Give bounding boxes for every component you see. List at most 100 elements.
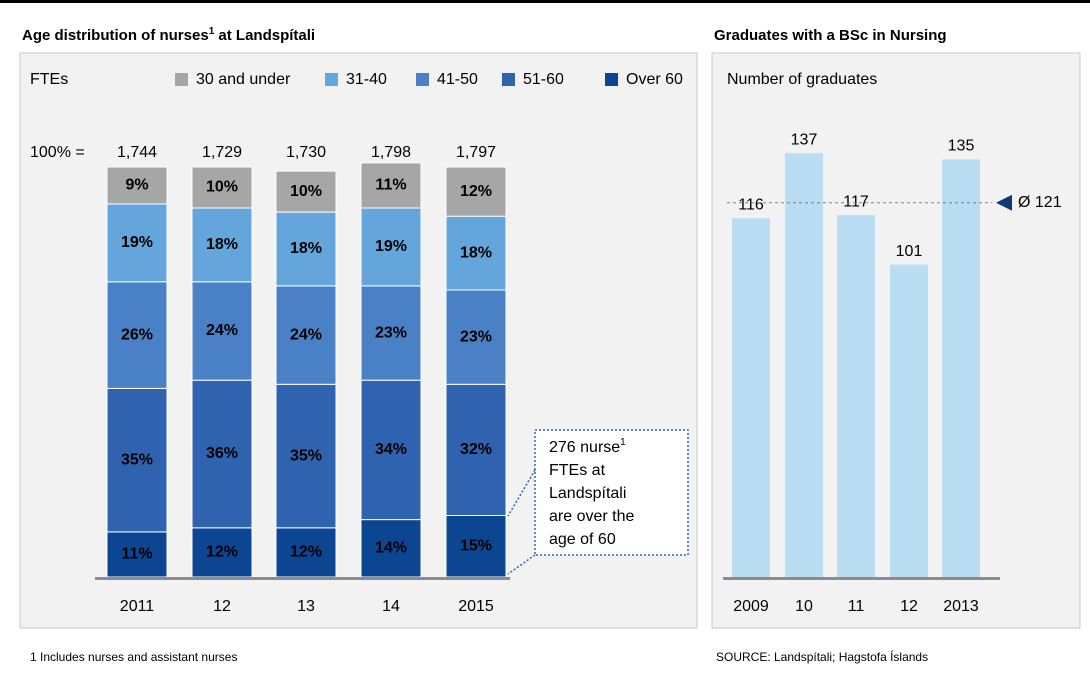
total-label: 1,798 — [371, 144, 411, 161]
bar — [785, 153, 823, 578]
annotation-box — [534, 429, 689, 556]
chart-title: Age distribution of nurses1 at Landspíta… — [22, 26, 315, 44]
data-label: 9% — [125, 177, 148, 194]
annotation-leader — [507, 554, 536, 575]
legend-swatch — [325, 73, 338, 86]
bar — [732, 218, 770, 577]
x-tick-label: 2009 — [733, 598, 769, 615]
data-label: 23% — [375, 324, 407, 341]
data-label: 12% — [206, 544, 238, 561]
bar — [942, 159, 980, 577]
data-label: 18% — [206, 236, 238, 253]
data-label: 19% — [375, 238, 407, 255]
x-tick-label: 2011 — [120, 598, 155, 615]
annotation-text: are over the — [549, 508, 634, 525]
legend-label: 41-50 — [437, 71, 478, 88]
total-label: 1,797 — [456, 144, 496, 161]
legend-label: 51-60 — [523, 71, 564, 88]
bar-segment — [445, 383, 507, 516]
x-tick-label: 12 — [900, 598, 918, 615]
chart-title: Graduates with a BSc in Nursing — [714, 27, 947, 44]
bar-segment — [360, 285, 422, 381]
bar-segment — [360, 207, 422, 287]
data-label: 18% — [290, 240, 322, 257]
total-label: 1,744 — [117, 144, 157, 161]
data-label: 116 — [738, 196, 764, 213]
bar-segment — [360, 519, 422, 578]
bar-segment — [275, 527, 337, 578]
annotation-text: age of 60 — [549, 531, 616, 548]
baseline — [723, 577, 1000, 580]
data-label: 12% — [290, 544, 322, 561]
data-label: 35% — [121, 451, 153, 468]
legend-label: 30 and under — [196, 71, 291, 88]
bar — [890, 264, 928, 577]
bar-segment — [445, 289, 507, 385]
legend-swatch — [416, 73, 429, 86]
data-label: 24% — [290, 326, 322, 343]
annotation-text: Landspítali — [549, 485, 626, 502]
x-tick-label: 11 — [848, 598, 865, 615]
data-label: 32% — [460, 441, 492, 458]
totals-prefix: 100% = — [30, 144, 85, 161]
x-tick-label: 14 — [382, 598, 400, 615]
unit-label: FTEs — [30, 71, 68, 88]
data-label: 10% — [290, 183, 322, 200]
data-label: 35% — [290, 447, 322, 464]
total-label: 1,729 — [202, 144, 242, 161]
data-label: 11% — [121, 546, 152, 563]
data-label: 24% — [206, 322, 238, 339]
data-label: 117 — [843, 193, 869, 210]
data-label: 34% — [375, 441, 407, 458]
total-label: 1,730 — [286, 144, 326, 161]
x-tick-label: 2015 — [458, 598, 494, 615]
annotation-leader — [507, 469, 536, 517]
average-label: Ø 121 — [1018, 194, 1062, 211]
data-label: 26% — [121, 326, 153, 343]
data-label: 12% — [460, 183, 492, 200]
bar-segment — [191, 527, 253, 578]
annotation-text: FTEs at — [549, 462, 606, 479]
bar-segment — [191, 166, 253, 209]
x-tick-label: 12 — [213, 598, 231, 615]
x-tick-label: 13 — [297, 598, 315, 615]
data-label: 19% — [121, 234, 153, 251]
data-label: 10% — [206, 179, 238, 196]
top-rule — [0, 0, 1090, 3]
bar-segment — [445, 215, 507, 291]
bar-segment — [445, 166, 507, 217]
baseline — [95, 577, 510, 580]
data-label: 135 — [948, 138, 975, 155]
bar-segment — [106, 166, 168, 205]
data-label: 15% — [460, 537, 492, 554]
data-label: 101 — [896, 243, 923, 260]
bar-segment — [275, 285, 337, 385]
bar-segment — [360, 379, 422, 521]
bar-segment — [191, 379, 253, 529]
footnote: 1 Includes nurses and assistant nurses — [30, 650, 237, 664]
data-label: 18% — [460, 244, 492, 261]
bar-segment — [275, 383, 337, 529]
data-label: 137 — [791, 131, 818, 148]
legend-swatch — [605, 73, 618, 86]
average-marker — [996, 194, 1012, 211]
legend-label: 31-40 — [346, 71, 387, 88]
legend-label: Over 60 — [626, 71, 683, 88]
bar-segment — [275, 211, 337, 287]
y-axis-label: Number of graduates — [727, 71, 877, 88]
bar — [837, 215, 875, 577]
data-label: 11% — [375, 177, 406, 194]
bar-segment — [360, 162, 422, 209]
legend-swatch — [502, 73, 515, 86]
legend-swatch — [175, 73, 188, 86]
annotation-text: 276 nurse1 — [549, 437, 626, 457]
source: SOURCE: Landspítali; Hagstofa Íslands — [716, 649, 928, 664]
data-label: 14% — [375, 540, 407, 557]
bar-segment — [191, 207, 253, 283]
bar-segment — [275, 170, 337, 213]
data-label: 36% — [206, 445, 238, 462]
data-label: 23% — [460, 328, 492, 345]
x-tick-label: 2013 — [943, 598, 979, 615]
bar-segment — [191, 281, 253, 381]
